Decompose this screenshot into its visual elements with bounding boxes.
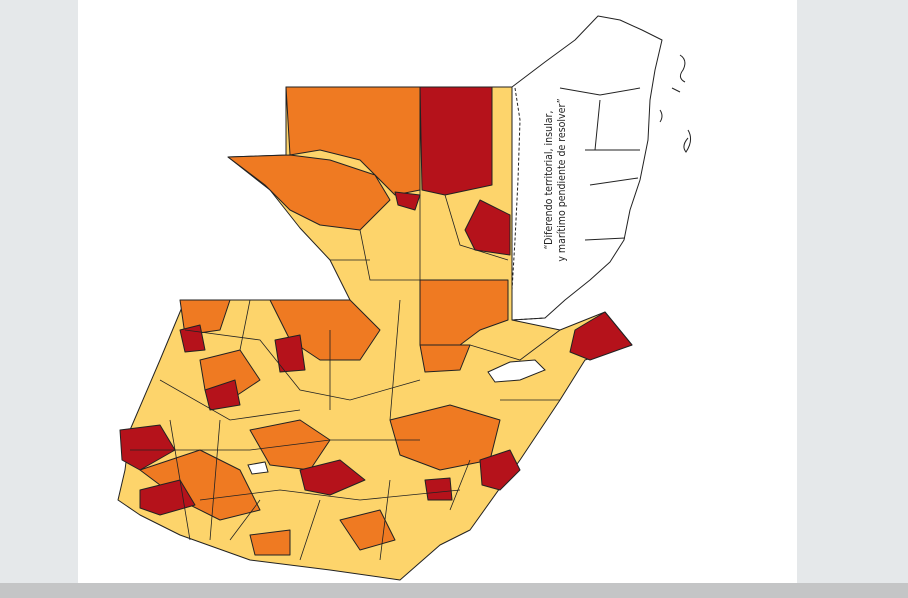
region — [479, 449, 521, 491]
region — [274, 334, 306, 373]
region — [299, 459, 366, 496]
region — [204, 379, 241, 411]
region — [394, 191, 421, 211]
map: “Diferendo territorial, insular, y marít… — [117, 15, 692, 581]
bottom-bar — [0, 583, 908, 598]
region — [119, 424, 176, 471]
annotation: “Diferendo territorial, insular, y marít… — [543, 98, 568, 261]
region — [179, 299, 231, 336]
region — [464, 199, 511, 256]
region — [249, 529, 291, 556]
region — [569, 311, 633, 361]
belize — [511, 15, 663, 321]
region — [179, 324, 206, 353]
belize-districts — [559, 87, 641, 241]
region — [227, 154, 391, 231]
region — [419, 344, 471, 373]
region — [424, 477, 453, 501]
lake-izabal — [487, 359, 546, 383]
lake-atitlan — [247, 461, 269, 475]
annotation-line: y marítimo pendiente de resolver” — [556, 98, 568, 261]
region — [419, 86, 493, 196]
municipal-borders — [130, 190, 561, 561]
annotation-line: “Diferendo territorial, insular, — [543, 111, 555, 250]
cays — [659, 54, 692, 153]
region — [339, 509, 396, 551]
